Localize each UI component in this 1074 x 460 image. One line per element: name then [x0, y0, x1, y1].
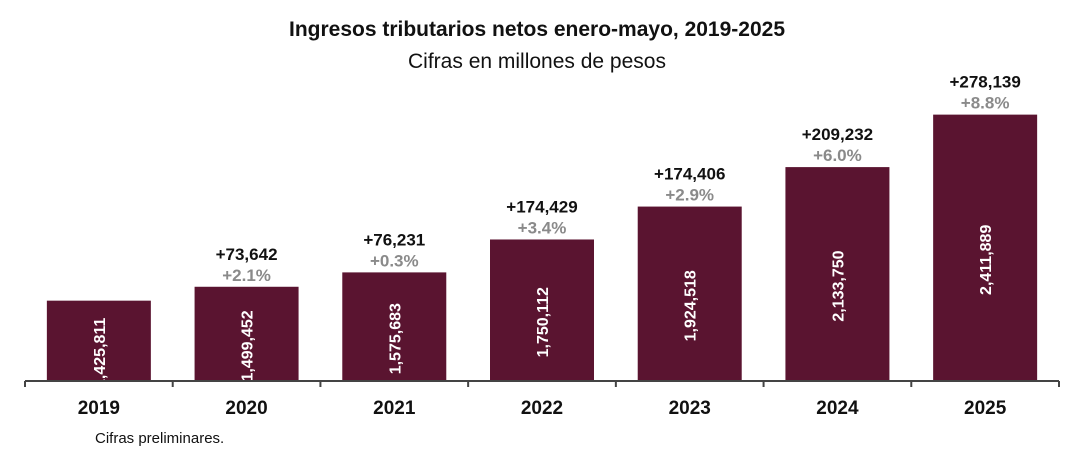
pct-label-2022: +3.4% — [518, 218, 567, 237]
x-tick-label-2022: 2022 — [521, 398, 563, 419]
footnote: Cifras preliminares. — [95, 430, 225, 447]
value-label-2019: 1,425,811 — [92, 318, 109, 388]
value-label-2022: 1,750,112 — [535, 287, 552, 357]
bar-2023 — [637, 206, 742, 381]
chart-title: Ingresos tributarios netos enero-mayo, 2… — [288, 18, 785, 41]
value-label-2025: 2,411,889 — [978, 225, 995, 295]
value-label-2023: 1,924,518 — [683, 270, 700, 341]
bar-2020 — [194, 286, 299, 381]
x-tick-label-2020: 2020 — [225, 398, 267, 419]
pct-label-2025: +8.8% — [961, 94, 1010, 113]
x-tick-label-2023: 2023 — [669, 398, 711, 419]
value-label-2024: 2,133,750 — [830, 250, 847, 321]
x-tick-label-2021: 2021 — [373, 398, 416, 419]
x-tick-label-2024: 2024 — [816, 398, 859, 419]
diff-label-2020: +73,642 — [216, 245, 278, 264]
diff-label-2021: +76,231 — [363, 230, 425, 249]
value-label-2021: 1,575,683 — [387, 303, 404, 374]
bar-2022 — [490, 239, 594, 381]
diff-label-2022: +174,429 — [506, 197, 577, 216]
diff-label-2025: +278,139 — [949, 73, 1020, 92]
pct-label-2021: +0.3% — [370, 251, 419, 270]
x-tick-label-2019: 2019 — [78, 398, 120, 419]
diff-label-2024: +209,232 — [802, 125, 873, 144]
bar-2025 — [933, 114, 1038, 382]
bar-2024 — [785, 167, 890, 381]
bar-2021 — [342, 272, 447, 381]
x-tick-label-2025: 2025 — [964, 398, 1007, 419]
pct-label-2023: +2.9% — [665, 186, 714, 205]
value-label-2020: 1,499,452 — [240, 310, 257, 381]
bar-2019 — [46, 300, 151, 381]
chart-subtitle: Cifras en millones de pesos — [408, 50, 666, 73]
pct-label-2020: +2.1% — [222, 266, 271, 285]
diff-label-2023: +174,406 — [654, 165, 725, 184]
bar-chart: 1,425,811 2019 1,499,452 +73,642 +2.1% 2020 1,… — [24, 73, 1060, 419]
pct-label-2024: +6.0% — [813, 146, 862, 165]
